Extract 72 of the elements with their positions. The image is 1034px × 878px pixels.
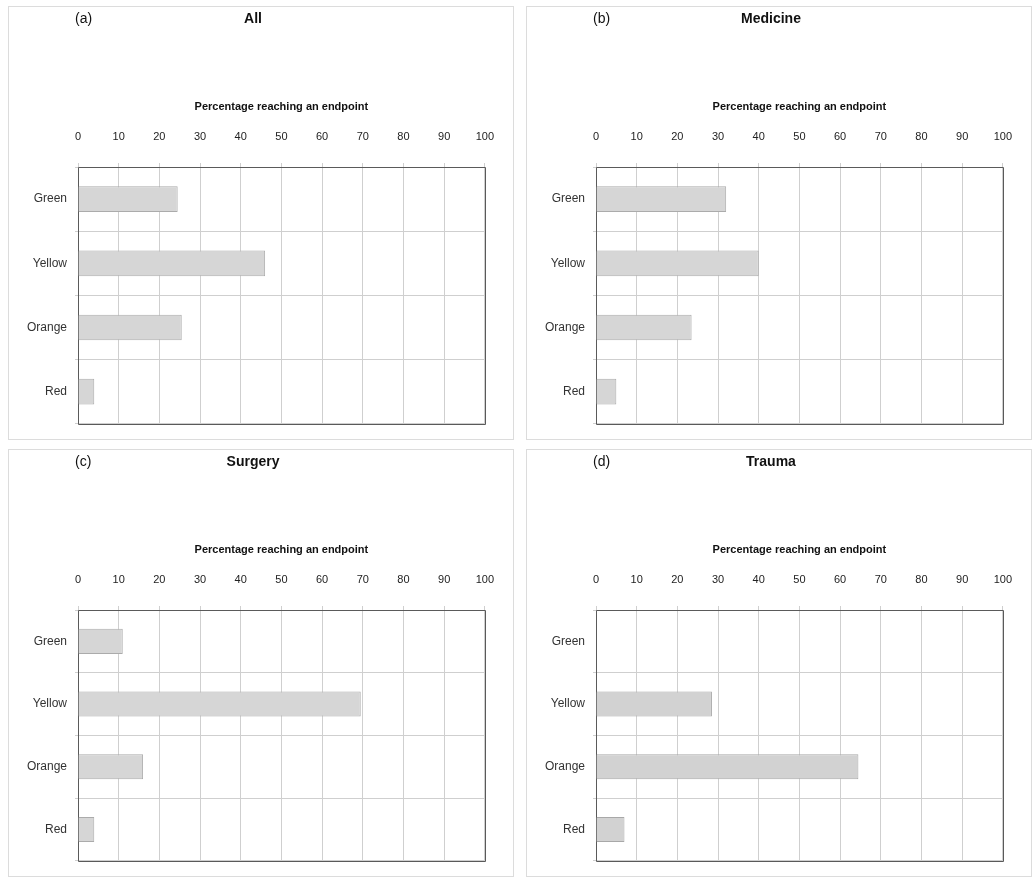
x-tick-label: 80 (915, 573, 928, 586)
x-tick-label: 20 (671, 573, 684, 586)
y-tick-label: Red (562, 384, 585, 399)
x-tick-label: 10 (112, 130, 125, 143)
y-tick-label: Green (33, 191, 67, 206)
y-tick-label: Orange (544, 319, 586, 334)
x-tick-label: 70 (356, 573, 369, 586)
x-tick-label: 20 (671, 130, 684, 143)
x-tick-label: 70 (874, 130, 887, 143)
y-tick-label: Green (551, 191, 585, 206)
x-tick-label: 80 (397, 573, 410, 586)
x-tick-label: 10 (112, 573, 125, 586)
x-tick-label: 100 (993, 573, 1012, 586)
x-tick-label: 100 (475, 130, 494, 143)
x-tick-label: 0 (74, 573, 82, 586)
y-tick-label: Orange (26, 319, 68, 334)
x-tick-label: 30 (193, 573, 207, 586)
text: (d) (593, 453, 611, 470)
x-tick-label: 50 (793, 130, 806, 143)
chart-title: Medicine (741, 10, 802, 27)
x-tick-label: 90 (956, 130, 969, 143)
x-tick-label: 40 (234, 130, 247, 143)
x-tick-label: 70 (356, 130, 369, 143)
x-tick-label: 40 (752, 573, 765, 586)
x-tick-label: 90 (956, 573, 969, 586)
x-tick-label: 50 (275, 573, 288, 586)
x-tick-label: 60 (315, 573, 329, 586)
x-tick-label: 30 (193, 130, 207, 143)
chart-title: All (244, 10, 262, 27)
x-tick-label: 60 (315, 130, 329, 143)
x-axis-title: Percentage reaching an endpoint (194, 100, 369, 113)
x-tick-label: 100 (993, 130, 1012, 143)
y-tick-label: Orange (544, 759, 586, 774)
y-tick-label: Red (562, 821, 585, 836)
x-tick-label: 80 (915, 130, 928, 143)
x-tick-label: 30 (711, 130, 725, 143)
x-tick-label: 40 (752, 130, 765, 143)
x-tick-label: 40 (234, 573, 247, 586)
x-tick-label: 0 (74, 130, 82, 143)
text: (a) (75, 10, 93, 27)
x-tick-label: 90 (438, 130, 451, 143)
y-tick-label: Green (33, 633, 67, 648)
chart-title: Surgery (226, 453, 280, 470)
x-tick-label: 20 (153, 573, 166, 586)
x-axis-title: Percentage reaching an endpoint (712, 543, 887, 556)
y-tick-label: Orange (26, 759, 68, 774)
x-tick-label: 80 (397, 130, 410, 143)
x-tick-label: 20 (153, 130, 166, 143)
chart-title: Trauma (746, 453, 797, 470)
y-tick-label: Red (44, 821, 67, 836)
x-tick-label: 50 (793, 573, 806, 586)
x-tick-label: 0 (592, 130, 600, 143)
y-tick-label: Yellow (550, 255, 586, 270)
x-tick-label: 0 (592, 573, 600, 586)
y-tick-label: Red (44, 384, 67, 399)
x-axis-title: Percentage reaching an endpoint (712, 100, 887, 113)
x-tick-label: 100 (475, 573, 494, 586)
x-tick-label: 10 (630, 573, 643, 586)
x-tick-label: 90 (438, 573, 451, 586)
x-tick-label: 60 (833, 573, 847, 586)
x-axis-title: Percentage reaching an endpoint (194, 543, 369, 556)
y-tick-label: Yellow (32, 255, 68, 270)
text: (c) (75, 453, 92, 470)
x-tick-label: 10 (630, 130, 643, 143)
y-tick-label: Green (551, 633, 585, 648)
x-tick-label: 70 (874, 573, 887, 586)
x-tick-label: 60 (833, 130, 847, 143)
x-tick-label: 30 (711, 573, 725, 586)
text: (b) (593, 10, 611, 27)
y-tick-label: Yellow (32, 696, 68, 711)
y-tick-label: Yellow (550, 696, 586, 711)
x-tick-label: 50 (275, 130, 288, 143)
